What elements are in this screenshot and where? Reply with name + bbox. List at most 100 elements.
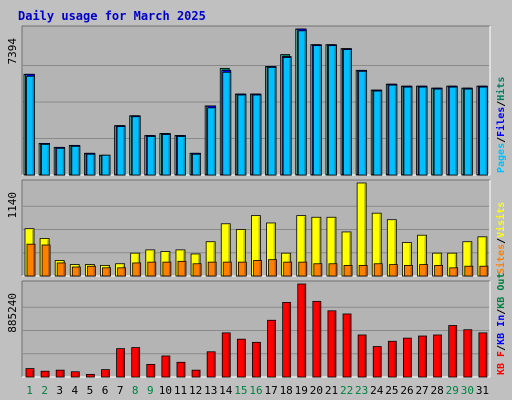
x-tick-label: 18	[280, 384, 293, 397]
bar-kb-f	[40, 370, 50, 378]
x-tick-label: 3	[56, 384, 63, 397]
bar-pages	[86, 153, 96, 176]
bar-kb-f	[25, 368, 35, 378]
bar-sites	[449, 267, 459, 277]
legend-item: KB Out	[496, 273, 507, 309]
legend-item: Sites	[495, 244, 507, 274]
legend-separator: /	[496, 345, 507, 351]
bar-pages	[282, 57, 292, 176]
bar-kb-f	[191, 369, 201, 378]
bar-sites	[343, 264, 353, 277]
bar-sites	[177, 260, 187, 277]
legend-separator: /	[496, 309, 507, 315]
bar-kb-f	[116, 348, 125, 378]
panel-visits: 1140 Sites/Visits	[6, 179, 507, 277]
bar-kb-f	[161, 355, 171, 378]
bar-kb-f	[327, 310, 337, 378]
x-tick-label: 24	[370, 384, 384, 397]
bar-sites	[328, 263, 338, 277]
legend-item: Visits	[495, 202, 507, 238]
legend-kbytes: KB F/KB In/KB Out	[496, 273, 507, 375]
bar-kb-f	[448, 325, 458, 378]
bar-kb-f	[403, 337, 412, 378]
bar-sites	[26, 243, 36, 277]
bar-pages	[222, 71, 232, 176]
bar-pages	[358, 70, 368, 176]
bar-pages	[71, 145, 81, 176]
bar-kb-f	[221, 332, 231, 378]
bar-sites	[71, 266, 81, 277]
bar-pages	[56, 147, 66, 176]
bar-kb-f	[55, 369, 65, 378]
legend-separator: /	[496, 137, 507, 143]
x-tick-label: 6	[102, 384, 109, 397]
legend-separator: /	[496, 101, 507, 107]
bar-sites	[102, 267, 111, 277]
bar-pages	[207, 107, 217, 176]
bar-sites	[358, 264, 368, 277]
x-tick-label: 4	[72, 384, 79, 397]
x-tick-label: 16	[249, 384, 262, 397]
x-tick-label: 31	[476, 384, 489, 397]
bar-pages	[26, 75, 35, 176]
x-tick-label: 30	[461, 384, 474, 397]
bar-pages	[192, 153, 201, 176]
bar-pages	[146, 136, 156, 176]
bar-pages	[343, 49, 352, 176]
bar-kb-f	[101, 369, 110, 378]
bar-pages	[252, 94, 262, 176]
x-tick-label: 8	[132, 384, 139, 397]
x-tick-label: 26	[400, 384, 413, 397]
bar-sites	[479, 265, 489, 277]
x-tick-label: 20	[310, 384, 323, 397]
bar-sites	[147, 261, 157, 277]
bar-sites	[162, 261, 172, 277]
bar-pages	[418, 86, 428, 176]
bar-sites	[404, 264, 413, 277]
bar-sites	[388, 264, 398, 277]
bar-sites	[132, 262, 142, 277]
legend-hits: Pages/Files/Hits	[495, 77, 507, 173]
legend-item: KB F	[496, 351, 507, 375]
bar-sites	[419, 264, 428, 277]
bar-sites	[313, 263, 323, 277]
bar-pages	[433, 88, 443, 176]
bar-pages	[479, 86, 488, 176]
x-tick-label: 15	[234, 384, 247, 397]
bar-pages	[177, 136, 186, 176]
bar-pages	[161, 134, 171, 176]
bar-pages	[312, 45, 322, 176]
bar-sites	[222, 261, 232, 277]
bar-pages	[403, 86, 413, 176]
bar-kb-f	[312, 300, 322, 378]
x-tick-label: 2	[41, 384, 48, 397]
legend-item: Pages	[496, 143, 507, 173]
chart-title: Daily usage for March 2025	[18, 9, 206, 23]
bar-sites	[434, 264, 444, 277]
legend-item: Files	[495, 107, 507, 137]
bar-sites	[373, 263, 383, 277]
bar-kb-f	[478, 332, 488, 378]
x-tick-label: 10	[159, 384, 172, 397]
chart-panels: 7394Pages/Files/Hits1140Sites/Visits8852…	[6, 25, 507, 378]
bar-pages	[101, 154, 111, 176]
bar-sites	[298, 261, 308, 277]
bar-sites	[41, 244, 51, 277]
bar-kb-f	[342, 313, 352, 378]
bar-sites	[268, 259, 277, 277]
bar-kb-f	[70, 371, 80, 378]
x-tick-label: 27	[415, 384, 428, 397]
bar-kb-f	[387, 340, 397, 378]
bar-kb-f	[176, 361, 186, 378]
bar-pages	[237, 94, 247, 176]
bar-pages	[448, 86, 458, 176]
bar-sites	[192, 263, 202, 277]
bar-kb-f	[131, 347, 141, 378]
bar-visits	[356, 182, 367, 277]
x-tick-label: 9	[147, 384, 154, 397]
bar-kb-f	[418, 335, 427, 378]
x-tick-label: 11	[174, 384, 187, 397]
x-tick-label: 25	[385, 384, 398, 397]
legend-item: Hits	[495, 77, 507, 101]
